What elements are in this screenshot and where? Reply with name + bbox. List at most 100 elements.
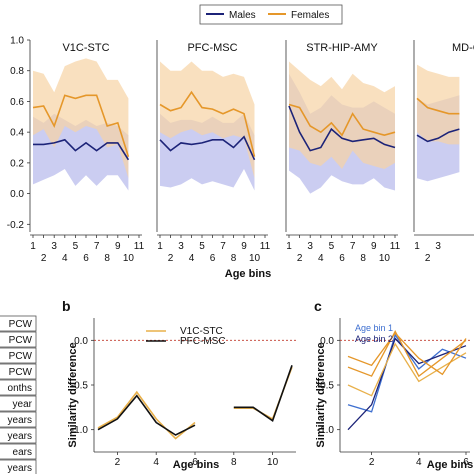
line-females-str-hip-amy bbox=[288, 103, 396, 137]
x-tick-label-bottom: 6 bbox=[83, 253, 89, 264]
line-males-str-hip-amy bbox=[288, 105, 396, 152]
panel-b-x-tick-label: 10 bbox=[267, 457, 279, 468]
panel-b-line-v1c-stc bbox=[97, 390, 196, 440]
x-tick-label-top: 7 bbox=[94, 241, 100, 252]
panel-c-line-1 bbox=[347, 337, 467, 431]
age-label-cell bbox=[0, 379, 37, 396]
panel-c-x-tick-label: 2 bbox=[369, 457, 375, 468]
age-label-cell bbox=[0, 443, 37, 460]
x-tick-label-top: 1 bbox=[30, 241, 36, 252]
age-label-text: onths bbox=[8, 383, 32, 394]
x-tick-label-top: 9 bbox=[241, 241, 247, 252]
panel-c-line-3 bbox=[347, 342, 467, 397]
panel-c-ylabel: Similarity difference bbox=[315, 342, 327, 447]
panel-b-x-tick-label: 6 bbox=[192, 457, 198, 468]
panel-a-y-tick-label: 0.8 bbox=[10, 66, 24, 77]
age-label-table: PCW PCW PCW PCW onths year years years ears years bbox=[0, 315, 37, 474]
panel-b-ylabel: Similarity difference bbox=[67, 342, 79, 447]
panel-b-x-tick-label: 2 bbox=[115, 457, 121, 468]
line-males-v1c-stc bbox=[33, 138, 130, 161]
age-label-text: years bbox=[8, 463, 32, 474]
x-tick-label-top: 5 bbox=[73, 241, 79, 252]
x-tick-label-bottom: 10 bbox=[123, 253, 135, 264]
line-females-md-ce bbox=[416, 97, 460, 115]
panel-c-annotation-bin1: Age bin 1 bbox=[355, 323, 393, 333]
panel-b-legend-pfc-label: PFC-MSC bbox=[180, 336, 226, 347]
panel-a-subplot-str-hip-amy: STR-HIP-AMY 1 3 5 7 9 11 2 4 6 8 10 bbox=[285, 40, 401, 264]
x-tick-label-top: 1 bbox=[157, 241, 163, 252]
age-label-text: years bbox=[8, 415, 32, 426]
x-tick-label-bottom: 6 bbox=[210, 253, 216, 264]
panel-c-xlabel: Age bins bbox=[427, 459, 473, 471]
x-tick-label-bottom: 2 bbox=[297, 253, 303, 264]
x-tick-label-top: 1 bbox=[286, 241, 292, 252]
age-label-cell bbox=[0, 459, 37, 474]
x-tick-label-top: 7 bbox=[220, 241, 226, 252]
x-tick-label-bottom: 2 bbox=[168, 253, 174, 264]
x-tick-label-top: 11 bbox=[260, 241, 271, 252]
panel-b-y-tick-label: -1.0 bbox=[71, 425, 89, 436]
panel-a-y-tick-label: 0.2 bbox=[10, 158, 24, 169]
x-tick-label-top: 11 bbox=[390, 241, 401, 252]
panel-a-y-tick-label: 0.6 bbox=[10, 97, 24, 108]
subplot-title: PFC-MSC bbox=[187, 42, 237, 54]
age-label-text: PCW bbox=[9, 335, 33, 346]
panel-b-legend: V1C-STC PFC-MSC bbox=[146, 326, 226, 347]
x-tick-label-bottom: 4 bbox=[189, 253, 195, 264]
panel-b-legend-v1c-label: V1C-STC bbox=[180, 326, 223, 337]
legend-males-label: Males bbox=[229, 10, 256, 21]
x-tick-label-bottom: 2 bbox=[41, 253, 47, 264]
panel-c-x-tick-label: 4 bbox=[416, 457, 422, 468]
x-tick-label-bottom: 10 bbox=[379, 253, 391, 264]
legend-females-label: Females bbox=[291, 10, 329, 21]
age-label-text: ears bbox=[13, 447, 32, 458]
age-label-text: PCW bbox=[9, 367, 33, 378]
x-tick-label-top: 3 bbox=[51, 241, 57, 252]
panel-a-xlabel: Age bins bbox=[225, 268, 271, 280]
panel-a-subplot-v1c-stc: V1C-STC 1 3 5 7 9 11 2 4 6 8 10 bbox=[30, 42, 145, 264]
panel-c-y-tick-label: -1.0 bbox=[317, 425, 335, 436]
panel-c-line-2 bbox=[347, 330, 467, 378]
age-label-text: years bbox=[8, 431, 32, 442]
band-females-pfc-msc bbox=[160, 61, 255, 179]
subplot-title: V1C-STC bbox=[62, 42, 109, 54]
panel-b-y-tick-label: 0.0 bbox=[74, 336, 88, 347]
age-label-text: PCW bbox=[9, 319, 33, 330]
panel-b-line-pfc-msc bbox=[233, 365, 293, 422]
x-tick-label-top: 3 bbox=[307, 241, 313, 252]
panel-a-y-tick-label: 0.4 bbox=[10, 128, 24, 139]
x-tick-label-top: 1 bbox=[414, 241, 420, 252]
band-females-v1c-stc bbox=[33, 58, 129, 179]
panel-c-annotation-bin2: Age bin 2 bbox=[355, 334, 393, 344]
panel-a-y-tick-label: 1.0 bbox=[10, 36, 24, 47]
x-tick-label-bottom: 6 bbox=[339, 253, 345, 264]
panel-a-subplot-pfc-msc: PFC-MSC 1 3 5 7 9 11 2 4 6 8 10 bbox=[156, 40, 271, 264]
band-females-str-hip-amy bbox=[289, 61, 395, 169]
age-label-cell bbox=[0, 315, 37, 332]
panel-b-line-v1c-stc bbox=[233, 366, 293, 421]
x-tick-label-bottom: 8 bbox=[231, 253, 237, 264]
x-tick-label-top: 5 bbox=[329, 241, 335, 252]
x-tick-label-bottom: 4 bbox=[318, 253, 324, 264]
x-tick-label-bottom: 8 bbox=[360, 253, 366, 264]
x-tick-label-bottom: 2 bbox=[425, 253, 431, 264]
panel-c: 0.0 -0.5 -1.0 2 4 6 bbox=[317, 318, 470, 468]
panel-c-x-tick-label: 6 bbox=[463, 457, 469, 468]
line-males-pfc-msc bbox=[159, 135, 256, 161]
x-tick-label-top: 11 bbox=[134, 241, 145, 252]
subplot-title: MD-CE bbox=[452, 42, 474, 54]
x-tick-label-top: 5 bbox=[199, 241, 205, 252]
age-label-cell bbox=[0, 331, 37, 348]
panel-b-xlabel: Age bins bbox=[173, 459, 219, 471]
x-tick-label-top: 9 bbox=[115, 241, 121, 252]
age-label-text: year bbox=[13, 399, 33, 410]
panel-a-y-tick-label: -0.2 bbox=[7, 220, 25, 231]
age-label-cell bbox=[0, 395, 37, 412]
x-tick-label-top: 7 bbox=[350, 241, 356, 252]
panel-a-subplot-md-ce: MD-CE 1 32 bbox=[413, 40, 474, 264]
age-label-text: PCW bbox=[9, 351, 33, 362]
band-females-md-ce bbox=[417, 64, 460, 145]
panel-a-y-tick-label: 0.0 bbox=[10, 189, 24, 200]
panel-c-letter: c bbox=[314, 298, 322, 314]
